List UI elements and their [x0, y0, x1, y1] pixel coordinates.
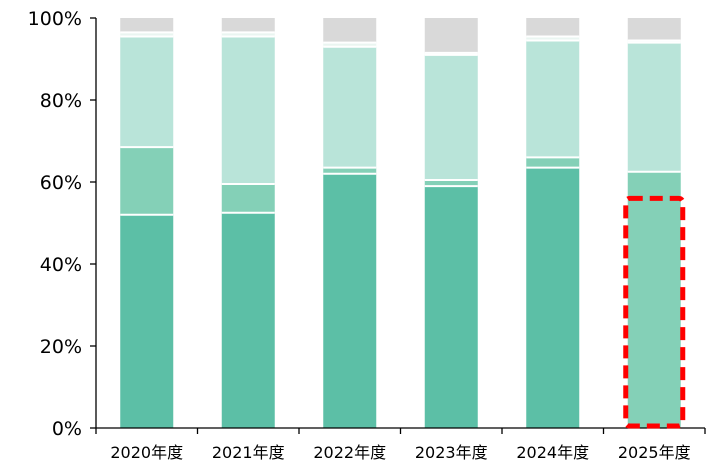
- y-tick-label: 20%: [40, 336, 82, 358]
- y-tick-label: 100%: [28, 8, 82, 30]
- x-category-label: 2020年度: [110, 443, 183, 461]
- bar-segment-1-5: [120, 18, 174, 33]
- y-tick-label: 40%: [40, 254, 82, 276]
- y-tick-label: 80%: [40, 90, 82, 112]
- axis-layer: [90, 17, 706, 434]
- bar-segment-1-4: [120, 32, 174, 37]
- bar-segment-6-2: [627, 171, 681, 428]
- bar-segment-4-2: [424, 179, 478, 187]
- x-category-label: 2024年度: [516, 443, 589, 461]
- y-tick-labels: 0% 20% 40% 60% 80% 100%: [28, 8, 82, 440]
- bar-segment-3-2: [323, 167, 377, 174]
- bar-segment-3-3: [323, 46, 377, 168]
- bar-segment-1-1: [120, 214, 174, 428]
- bar-segment-6-3: [627, 42, 681, 172]
- bar-segment-5-3: [526, 40, 580, 158]
- bar-segment-4-4: [424, 52, 478, 55]
- highlight-dashed-box: [623, 195, 686, 429]
- highlight-layer: [623, 195, 686, 429]
- bar-segment-4-3: [424, 54, 478, 180]
- bar-segment-2-1: [221, 212, 275, 428]
- bar-segment-5-4: [526, 36, 580, 41]
- x-category-label: 2021年度: [212, 443, 285, 461]
- bar-segment-6-5: [627, 18, 681, 41]
- bar-segment-1-2: [120, 147, 174, 215]
- bar-segment-3-1: [323, 173, 377, 428]
- bar-segment-5-2: [526, 157, 580, 168]
- bar-segment-5-1: [526, 167, 580, 428]
- bar-segment-4-1: [424, 186, 478, 428]
- bar-segment-3-5: [323, 18, 377, 43]
- bar-segment-2-2: [221, 184, 275, 213]
- x-category-label: 2025年度: [618, 443, 691, 461]
- bar-segment-2-3: [221, 36, 275, 185]
- bars-layer: [120, 18, 681, 428]
- y-tick-label: 60%: [40, 172, 82, 194]
- x-category-label: 2023年度: [415, 443, 488, 461]
- x-category-label: 2022年度: [313, 443, 386, 461]
- bar-segment-6-4: [627, 40, 681, 43]
- bar-segment-2-5: [221, 18, 275, 33]
- bar-segment-4-5: [424, 18, 478, 53]
- bar-segment-1-3: [120, 36, 174, 148]
- bar-segment-2-4: [221, 32, 275, 37]
- x-category-labels: 2020年度 2021年度 2022年度 2023年度 2024年度 2025年度: [110, 443, 690, 461]
- bar-segment-5-5: [526, 18, 580, 37]
- bar-segment-3-4: [323, 42, 377, 47]
- y-tick-label: 0%: [52, 418, 82, 440]
